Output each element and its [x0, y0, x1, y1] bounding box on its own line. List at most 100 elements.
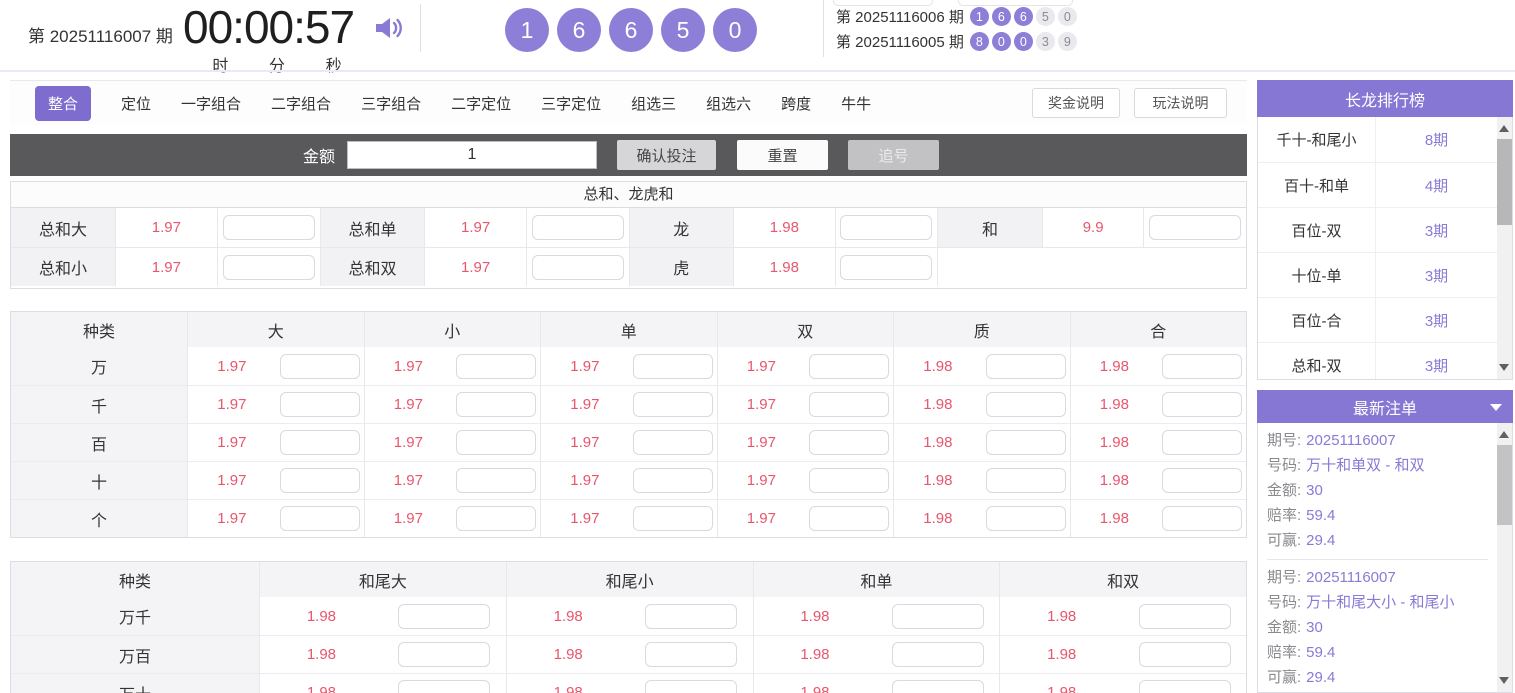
bet-input[interactable] [1162, 468, 1243, 493]
bet-input[interactable] [456, 353, 537, 379]
bet-input[interactable] [456, 430, 537, 455]
bet-input[interactable] [985, 392, 1066, 417]
bet-input[interactable] [632, 506, 713, 531]
bet-input[interactable] [456, 506, 537, 531]
column-header: 大 [187, 312, 364, 347]
bet-input[interactable] [279, 392, 360, 417]
ranking-row[interactable]: 百十-和单 4期 [1258, 162, 1512, 207]
bet-input[interactable] [222, 254, 315, 280]
tab-yizizuhe[interactable]: 一字组合 [181, 95, 242, 113]
bet-input[interactable] [985, 430, 1066, 455]
tab-sanzizuhe[interactable]: 三字组合 [361, 95, 422, 113]
bet-input[interactable] [1138, 680, 1231, 693]
bet-input[interactable] [456, 468, 537, 493]
scroll-down-icon[interactable] [1499, 364, 1509, 371]
table-row: 十 1.97 1.97 1.97 1.97 1.98 1.98 [11, 461, 1246, 499]
scroll-down-icon[interactable] [1499, 677, 1509, 684]
bet-input[interactable] [398, 603, 491, 629]
bet-input[interactable] [279, 506, 360, 531]
table-row: 万千 1.98 1.98 1.98 1.98 [11, 597, 1246, 635]
ranking-scrollbar[interactable] [1497, 117, 1512, 379]
tab-zhenghe[interactable]: 整合 [35, 85, 92, 121]
bet-input[interactable] [645, 680, 738, 693]
bet-input[interactable] [279, 468, 360, 493]
tab-sanzidingwei[interactable]: 三字定位 [541, 95, 602, 113]
bet-input[interactable] [222, 215, 315, 240]
ranking-row[interactable]: 百位-合 3期 [1258, 297, 1512, 342]
tab-erzizuhe[interactable]: 二字组合 [271, 95, 332, 113]
bet-input[interactable] [1138, 642, 1231, 667]
table-row: 万十 1.98 1.98 1.98 1.98 [11, 673, 1246, 693]
bet-input[interactable] [1162, 430, 1243, 455]
order-issue-line: 期号: 20251116007 [1267, 428, 1490, 453]
tab-erzidingwei[interactable]: 二字定位 [451, 95, 512, 113]
prize-info-button[interactable]: 奖金说明 [1032, 88, 1120, 118]
bet-input[interactable] [809, 430, 890, 455]
bet-input[interactable] [645, 603, 738, 629]
reset-button[interactable]: 重置 [737, 140, 828, 170]
tab-zuxuansan[interactable]: 组选三 [631, 95, 677, 113]
tab-dingwei[interactable]: 定位 [121, 95, 152, 113]
bet-input[interactable] [985, 468, 1066, 493]
bet-group: 总和大 1.97 [11, 208, 320, 247]
column-header: 和双 [999, 562, 1246, 597]
bet-input[interactable] [279, 430, 360, 455]
bet-type-label: 和 [938, 208, 1043, 247]
orders-scrollbar[interactable] [1497, 423, 1512, 692]
bet-input[interactable] [398, 642, 491, 667]
odds-cell: 1.97 [363, 462, 541, 499]
amount-input[interactable] [347, 141, 597, 169]
tab-kuadu[interactable]: 跨度 [781, 95, 812, 113]
sum-row: 总和大 1.97 总和单 1.97 龙 1.98 和 9.9 [11, 208, 1246, 247]
bet-input[interactable] [531, 215, 624, 240]
bet-input[interactable] [632, 468, 713, 493]
scroll-up-icon[interactable] [1499, 125, 1509, 132]
bet-input[interactable] [279, 353, 360, 379]
bet-input-cell [527, 208, 629, 247]
bet-input[interactable] [632, 392, 713, 417]
scrollbar-thumb[interactable] [1497, 445, 1512, 525]
scroll-up-icon[interactable] [1499, 431, 1509, 438]
bet-input[interactable] [632, 430, 713, 455]
bet-input[interactable] [1162, 506, 1243, 531]
bet-input[interactable] [1162, 392, 1243, 417]
bet-input[interactable] [1149, 215, 1242, 240]
bet-input[interactable] [809, 392, 890, 417]
ranking-row[interactable]: 百位-双 3期 [1258, 207, 1512, 252]
bet-input[interactable] [398, 680, 491, 693]
chase-number-button[interactable]: 追号 [848, 140, 939, 170]
bet-input[interactable] [809, 506, 890, 531]
collapse-caret-icon[interactable] [1490, 404, 1502, 411]
speaker-icon[interactable] [372, 12, 404, 44]
ranking-name: 百位-合 [1258, 298, 1376, 342]
ranking-row[interactable]: 总和-双 3期 [1258, 342, 1512, 379]
confirm-bet-button[interactable]: 确认投注 [617, 140, 716, 170]
odds-value: 1.97 [570, 396, 600, 413]
bet-input[interactable] [456, 392, 537, 417]
order-entry: 期号: 20251116007 号码: 万十和单双 - 和双 金额: 30 赔率: 59… [1267, 428, 1490, 560]
bet-input[interactable] [891, 642, 984, 667]
bet-input[interactable] [1162, 353, 1243, 379]
bet-input[interactable] [891, 680, 984, 693]
bet-input[interactable] [985, 353, 1066, 379]
bet-input[interactable] [891, 603, 984, 629]
bet-input[interactable] [632, 353, 713, 379]
rules-info-button[interactable]: 玩法说明 [1134, 88, 1227, 118]
bet-input[interactable] [840, 254, 933, 280]
tab-niuniu[interactable]: 牛牛 [841, 95, 872, 113]
bet-input[interactable] [809, 468, 890, 493]
odds-value: 1.97 [746, 357, 776, 375]
ranking-row[interactable]: 十位-单 3期 [1258, 252, 1512, 297]
bet-input[interactable] [1138, 603, 1231, 629]
draw-ball: 1 [505, 8, 549, 52]
scrollbar-thumb[interactable] [1497, 139, 1512, 225]
ranking-row[interactable]: 千十-和尾小 8期 [1258, 117, 1512, 162]
bet-input[interactable] [985, 506, 1066, 531]
tab-zuxuanliu[interactable]: 组选六 [706, 95, 752, 113]
bet-input[interactable] [809, 353, 890, 379]
bet-input[interactable] [531, 254, 624, 280]
odds-cell: 1.97 [363, 500, 541, 537]
odds-cell: 1.98 [893, 347, 1070, 385]
bet-input[interactable] [645, 642, 738, 667]
bet-input[interactable] [840, 215, 933, 240]
